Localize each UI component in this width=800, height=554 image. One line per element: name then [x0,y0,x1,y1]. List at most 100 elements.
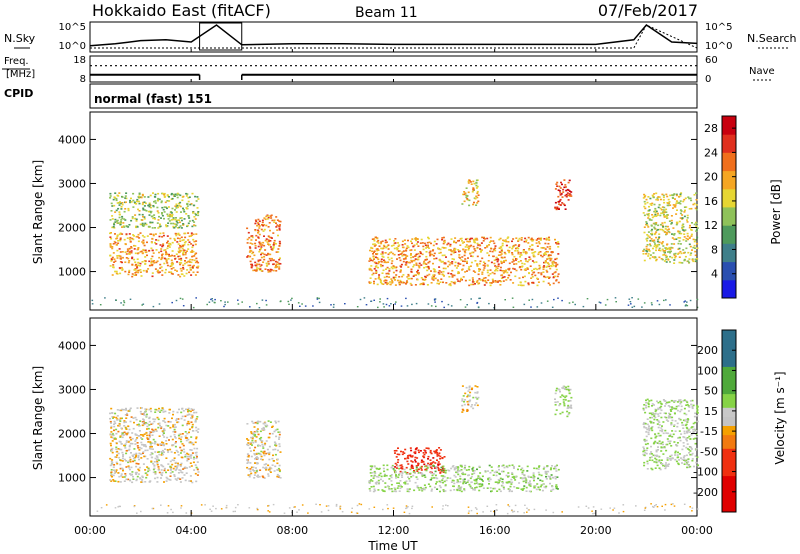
pw-cell [182,223,185,225]
pw-cell [453,258,455,261]
vel-cell [161,449,164,452]
pw-cell [474,260,477,262]
pw-cell [192,271,195,274]
pw-cell [148,249,151,252]
pw-cell [375,271,378,273]
vel-cell [422,487,425,490]
pw-cell [109,254,112,257]
pw-cbar-step [722,266,736,272]
vel-cell [409,455,412,458]
pw-cell [453,241,455,244]
pw-cell [570,191,573,193]
pw-scatter [696,298,699,301]
pw-cell [123,238,126,241]
pw-cell [168,271,171,273]
pw-cell [176,196,179,199]
vel-cell [273,441,276,443]
vel-cell [502,464,505,467]
pw-cbar-step [722,284,736,290]
pw-cell [567,194,570,197]
vel-cell [122,408,125,411]
power-frame [89,111,698,311]
pw-cell [431,249,434,252]
vel-cell [394,488,397,491]
pw-cell [410,259,413,262]
pw-cell [670,243,673,245]
vel-cell [268,453,271,456]
pw-cell [472,283,475,286]
pw-cell [275,222,277,224]
pw-cell [177,243,180,245]
pw-cell [507,277,510,279]
pw-cell [166,235,169,237]
pw-cell [121,202,124,204]
vel-cell [377,476,380,478]
vel-cell [195,437,198,440]
pw-cell [405,283,407,285]
pw-cell [183,241,186,244]
pw-cell [158,198,161,201]
pw-cell [398,244,401,246]
pw-cell [691,259,694,261]
pw-cell [417,273,420,276]
vel-cell [253,432,256,434]
vel-cell [193,456,195,459]
pw-cell [527,242,530,244]
vel-cell [462,482,465,485]
vel-cell [448,469,451,472]
pw-cell [644,194,647,197]
pw-cell [443,239,446,242]
vel-cell [419,466,422,469]
pw-cell [380,241,383,243]
pw-cell [265,262,268,265]
pw-cell [441,254,444,257]
vel-cell [130,466,133,469]
pw-cell [166,262,169,264]
pw-cell [261,224,263,226]
vel-cell [146,428,148,430]
vel-cell [373,465,376,468]
pw-cell [168,246,171,248]
pw-cell [130,201,133,203]
vel-cell [502,486,505,489]
vel-cell [255,421,258,424]
pw-cell [148,264,151,267]
pw-cell [156,260,159,262]
vel-cell [663,446,666,448]
pw-cell [694,258,697,261]
vel-cell [471,473,474,475]
pw-cell [678,195,681,198]
pw-cell [176,270,178,272]
pw-scatter [290,299,292,301]
vel-cell [278,443,281,445]
vel-cell [118,456,121,459]
pw-cell [422,248,425,251]
vel-cell [657,408,660,411]
vel-cell [181,443,184,445]
pw-cell [263,217,266,219]
pw-cell [512,258,515,261]
pw-cell [650,229,653,232]
vel-cell [567,400,570,402]
pw-cell [250,266,253,269]
pw-cell [506,237,509,240]
pw-cell [144,256,147,258]
vel-cell [178,437,181,440]
pw-cell [429,250,432,253]
pw-cell [430,242,432,245]
pw-cell [134,268,137,270]
vel-cell [129,458,132,461]
pw-cell [257,237,260,239]
pw-cell [554,238,556,241]
pw-cell [449,283,452,285]
pw-cell [194,212,197,215]
pw-cell [121,217,124,220]
pw-cell [487,274,490,277]
pw-cell [381,251,384,253]
pw-cell [500,256,503,259]
vel-cell [254,458,256,460]
vel-cell [404,471,407,473]
pw-cell [558,208,560,210]
pw-cell [477,200,480,203]
vel-cell [669,416,672,419]
